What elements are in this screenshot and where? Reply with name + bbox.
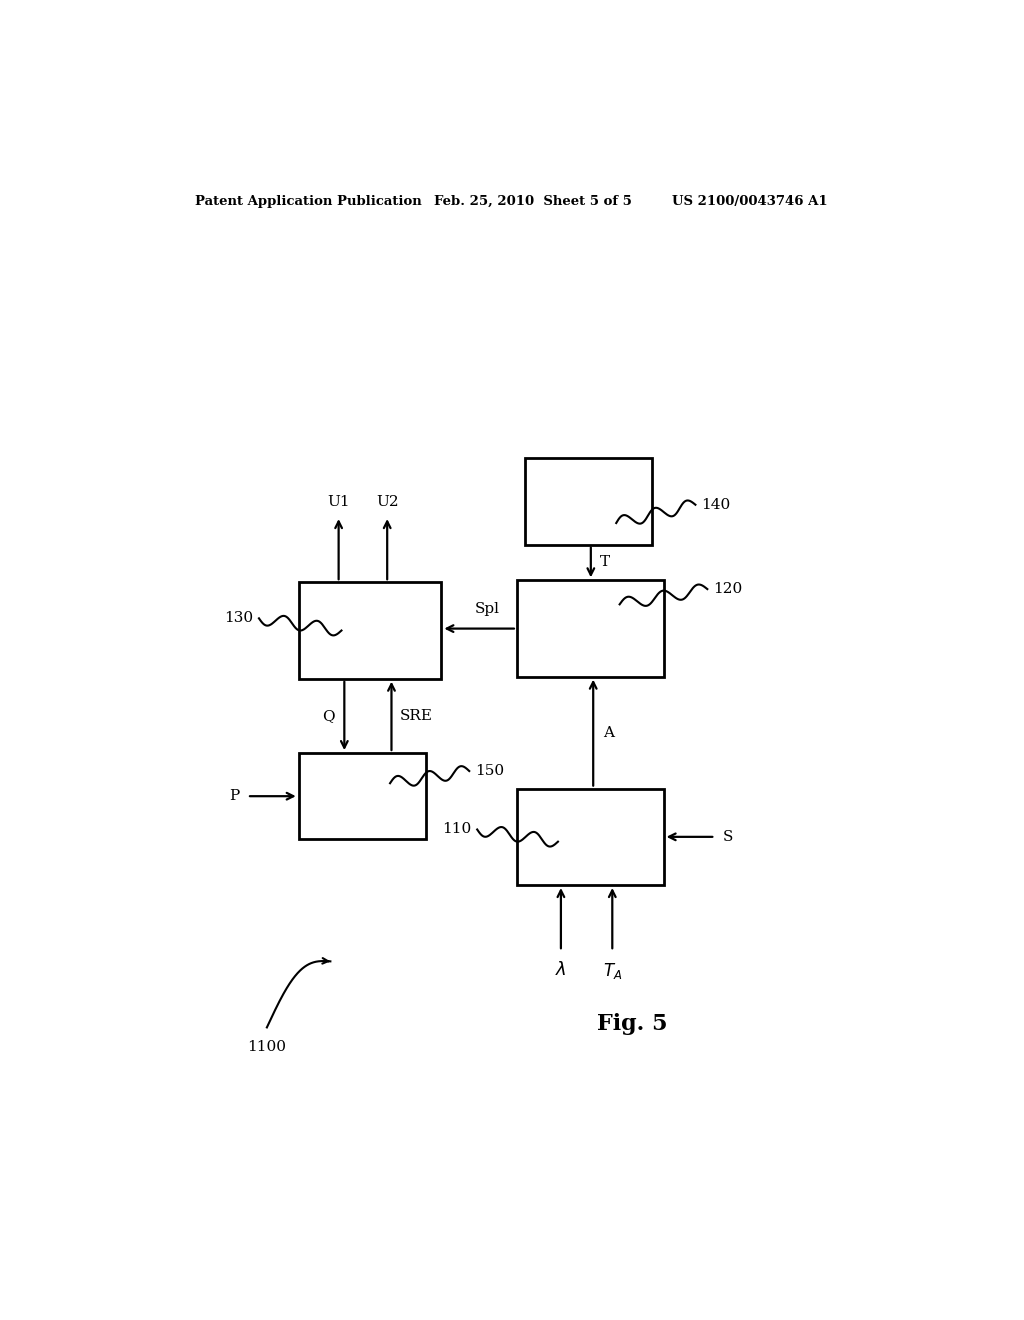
Bar [517,788,664,886]
Text: 1100: 1100 [248,1040,287,1053]
Text: 120: 120 [713,582,742,597]
Text: Q: Q [323,709,335,723]
Text: 110: 110 [442,822,472,837]
Bar [299,582,441,678]
Text: P: P [228,789,240,803]
Text: T: T [600,556,610,569]
Bar [524,458,651,545]
Text: 150: 150 [475,764,504,777]
Text: $T_A$: $T_A$ [603,961,622,981]
Text: Fig. 5: Fig. 5 [597,1014,668,1035]
Text: S: S [723,830,733,843]
Text: 140: 140 [701,498,730,512]
Text: 130: 130 [224,611,253,626]
Text: U1: U1 [328,495,350,510]
Text: US 2100/0043746 A1: US 2100/0043746 A1 [672,194,827,207]
Text: SRE: SRE [399,709,432,723]
Text: A: A [603,726,613,739]
Text: U2: U2 [376,495,398,510]
Bar [517,581,664,677]
Text: Patent Application Publication: Patent Application Publication [196,194,422,207]
Text: Spl: Spl [474,602,500,616]
Text: $\lambda$: $\lambda$ [555,961,566,979]
Bar [299,752,426,840]
Text: Feb. 25, 2010  Sheet 5 of 5: Feb. 25, 2010 Sheet 5 of 5 [433,194,632,207]
